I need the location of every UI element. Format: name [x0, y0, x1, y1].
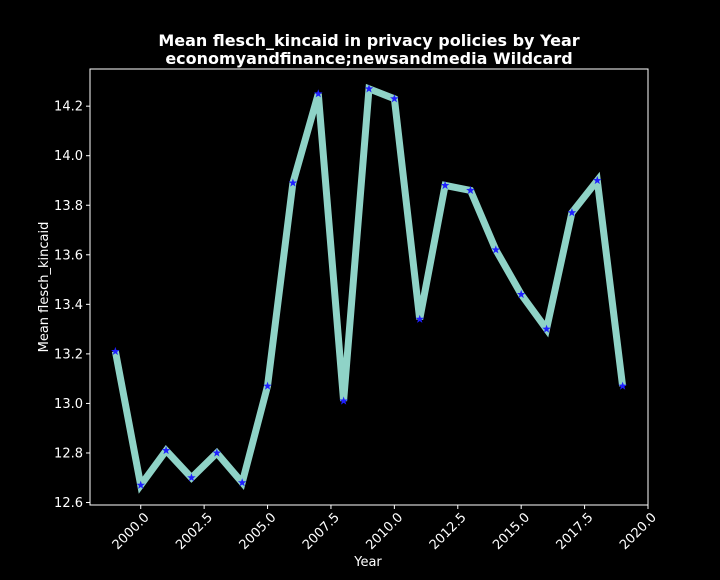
- data-point-marker: [364, 84, 374, 93]
- data-point-marker: [136, 480, 146, 489]
- y-tick-label: 13.4: [54, 298, 83, 313]
- x-axis-label: Year: [353, 555, 382, 570]
- y-tick-label: 13.8: [54, 199, 83, 214]
- data-point-marker: [288, 178, 298, 187]
- data-point-marker: [516, 289, 526, 299]
- y-tick-label: 12.6: [54, 496, 83, 511]
- data-point-marker: [491, 245, 501, 254]
- data-point-marker: [618, 381, 627, 390]
- data-point-marker: [440, 180, 450, 190]
- data-point-marker: [542, 324, 551, 333]
- chart-title: Mean flesch_kincaid in privacy policies …: [158, 31, 579, 50]
- data-point-marker: [466, 185, 475, 195]
- data-point-marker: [390, 94, 399, 103]
- data-point-marker: [313, 89, 323, 98]
- y-tick-label: 14.2: [54, 100, 83, 115]
- y-tick-label: 14.0: [54, 149, 83, 164]
- plot-frame: [89, 68, 649, 506]
- y-axis-label: Mean flesch_kincaid: [37, 222, 52, 353]
- data-point-marker: [187, 473, 196, 482]
- data-point-marker: [592, 175, 602, 185]
- data-point-marker: [263, 381, 272, 390]
- data-point-marker: [212, 448, 222, 457]
- data-point-marker: [111, 346, 120, 356]
- data-point-marker: [237, 478, 247, 487]
- y-tick-label: 13.0: [54, 397, 83, 412]
- data-point-marker: [339, 396, 348, 405]
- data-point-marker: [567, 208, 577, 217]
- y-tick-label: 13.2: [54, 347, 83, 362]
- data-point-marker: [415, 314, 425, 323]
- chart-subtitle: economyandfinance;newsandmedia Wildcard: [165, 49, 572, 68]
- y-tick-label: 13.6: [54, 248, 83, 263]
- data-point-marker: [161, 446, 171, 455]
- y-tick-label: 12.8: [54, 446, 83, 461]
